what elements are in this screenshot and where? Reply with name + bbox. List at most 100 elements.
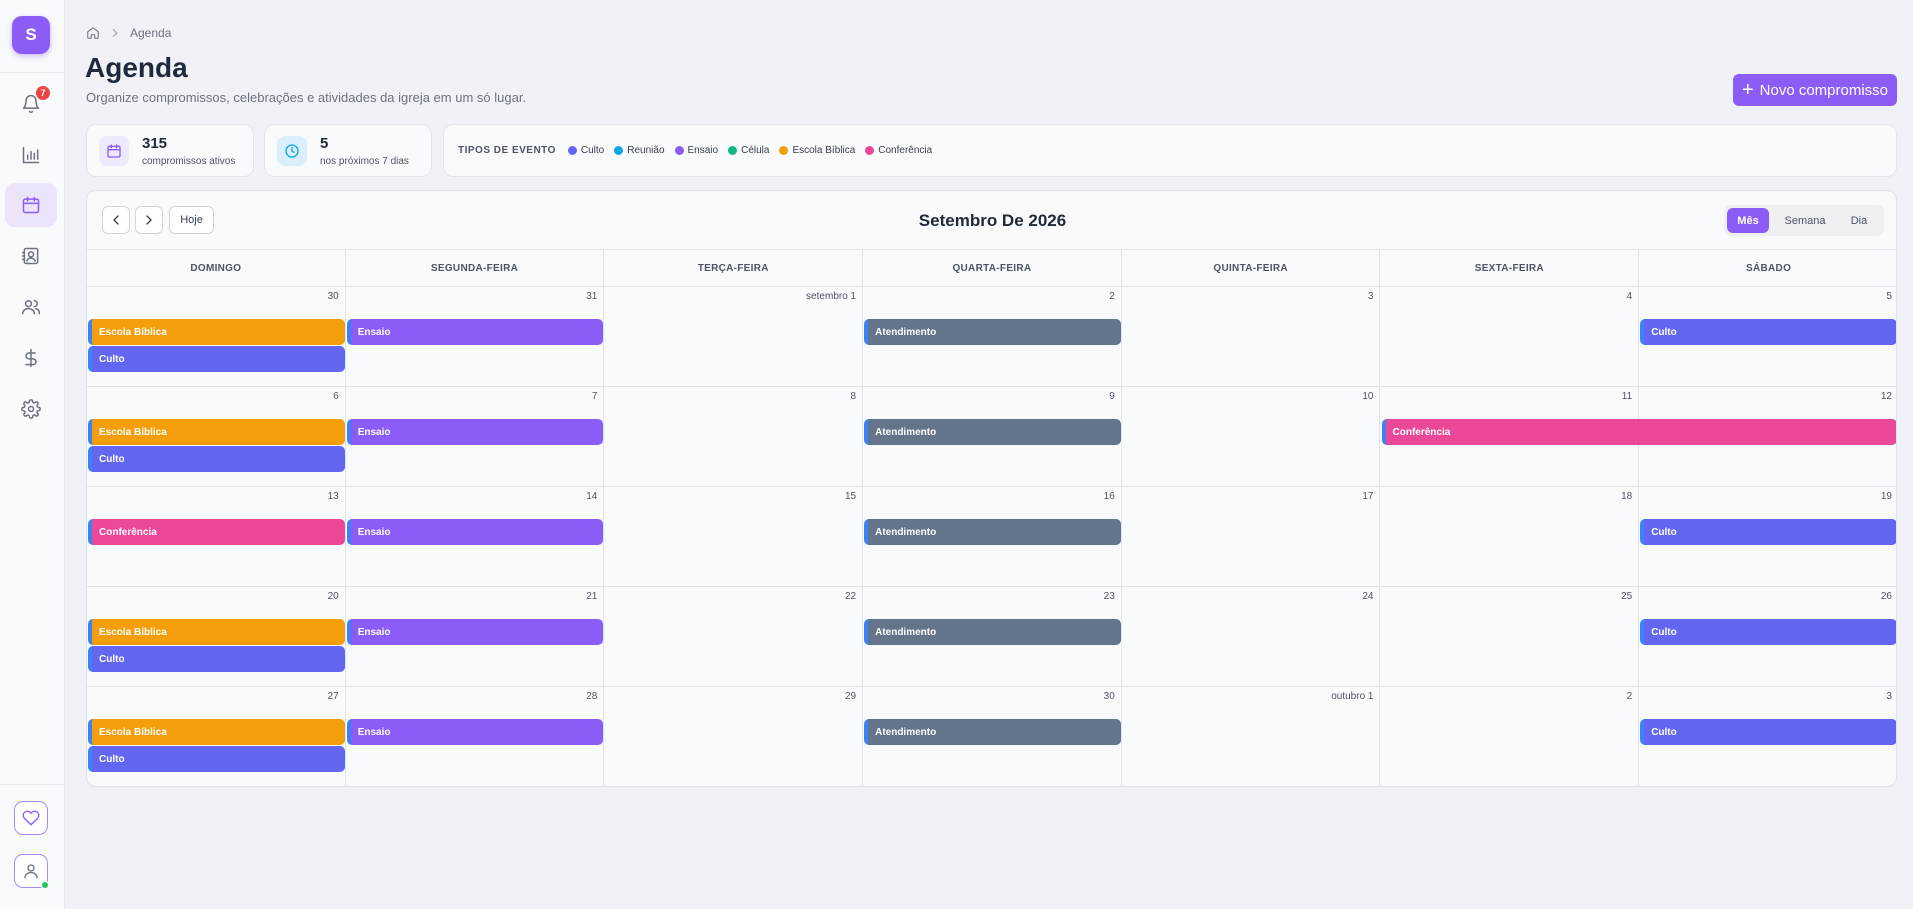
day-cell[interactable]: setembro 1 — [604, 287, 864, 387]
users-icon — [21, 300, 41, 315]
event-chip[interactable]: Escola Bíblica — [88, 719, 345, 745]
event-chip[interactable]: Culto — [88, 746, 345, 772]
day-cell[interactable]: 15 — [604, 487, 864, 587]
event-chip[interactable]: Culto — [1640, 319, 1896, 345]
view-month-button[interactable]: Mês — [1727, 208, 1769, 233]
event-chip[interactable]: Escola Bíblica — [88, 619, 345, 645]
day-cell[interactable]: outubro 1 — [1122, 687, 1381, 786]
day-cell[interactable]: 4 — [1380, 287, 1640, 387]
event-chip[interactable]: Escola Bíblica — [88, 319, 345, 345]
profile-button[interactable] — [14, 854, 49, 889]
event-chip[interactable]: Atendimento — [864, 419, 1121, 445]
day-cell[interactable]: 17 — [1121, 487, 1381, 587]
day-cell[interactable]: 30 — [87, 287, 346, 387]
day-cell[interactable]: 30 — [863, 687, 1122, 786]
day-number: 30 — [1103, 691, 1115, 702]
day-number: outubro 1 — [1331, 691, 1374, 702]
sidebar-item-contacts[interactable] — [5, 234, 57, 278]
day-cell[interactable]: 2 — [863, 287, 1122, 387]
day-cell[interactable]: 25 — [1380, 587, 1640, 687]
view-day-button[interactable]: Dia — [1850, 214, 1868, 227]
calendar-icon — [22, 196, 40, 214]
legend-color-dot — [779, 146, 789, 155]
day-cell[interactable]: 19 — [1639, 487, 1896, 587]
page-subtitle: Organize compromissos, celebrações e ati… — [86, 90, 527, 105]
event-chip[interactable]: Culto — [88, 646, 345, 672]
day-cell[interactable]: 2 — [1381, 687, 1640, 786]
home-icon[interactable] — [86, 26, 100, 40]
weekday-label: DOMINGO — [87, 250, 346, 287]
event-chip[interactable]: Atendimento — [864, 619, 1121, 645]
day-cell[interactable]: 8 — [604, 387, 864, 487]
day-cell[interactable]: 18 — [1380, 487, 1640, 587]
day-cell[interactable]: 12 — [1639, 387, 1896, 487]
day-cell[interactable]: 6 — [87, 387, 346, 487]
day-number: 24 — [1362, 591, 1374, 602]
previous-month-button[interactable] — [102, 206, 130, 234]
event-chip[interactable]: Ensaio — [346, 319, 604, 345]
day-cell[interactable]: 20 — [87, 587, 346, 687]
day-cell[interactable]: 3 — [1121, 287, 1381, 387]
day-number: 20 — [327, 591, 339, 602]
sidebar-item-members[interactable] — [5, 285, 57, 329]
event-chip[interactable]: Atendimento — [864, 319, 1121, 345]
event-chip[interactable]: Ensaio — [346, 519, 604, 545]
today-button[interactable]: Hoje — [169, 206, 214, 234]
next-month-button[interactable] — [135, 206, 163, 234]
event-chip[interactable]: Culto — [1640, 719, 1896, 745]
calendar-title: Setembro De 2026 — [918, 211, 1067, 230]
event-chip[interactable]: Conferência — [88, 519, 345, 545]
day-cell[interactable]: 28 — [346, 687, 605, 786]
day-cell[interactable]: 10 — [1121, 387, 1381, 487]
day-number: 7 — [591, 391, 598, 402]
event-chip[interactable]: Ensaio — [346, 619, 604, 645]
day-cell[interactable]: 29 — [604, 687, 864, 786]
event-chip[interactable]: Conferência — [1381, 419, 1896, 445]
day-cell[interactable]: 22 — [604, 587, 864, 687]
day-cell[interactable]: 21 — [345, 587, 605, 687]
sidebar-item-agenda[interactable] — [5, 183, 57, 227]
event-chip[interactable]: Culto — [1640, 519, 1896, 545]
event-chip[interactable]: Ensaio — [346, 719, 604, 745]
day-cell[interactable]: 31 — [345, 287, 605, 387]
day-cell[interactable]: 5 — [1639, 287, 1896, 387]
day-cell[interactable]: 24 — [1121, 587, 1381, 687]
event-chip[interactable]: Culto — [88, 446, 345, 472]
event-chip[interactable]: Atendimento — [864, 719, 1121, 745]
stat-label: nos próximos 7 dias — [320, 156, 409, 167]
day-cell[interactable]: 3 — [1639, 687, 1896, 786]
day-cell[interactable]: 26 — [1639, 587, 1896, 687]
day-cell[interactable]: 13 — [87, 487, 346, 587]
event-chip[interactable]: Atendimento — [864, 519, 1121, 545]
new-appointment-label: Novo compromisso — [1759, 81, 1889, 99]
stat-card-upcoming: 5 nos próximos 7 dias — [264, 124, 432, 177]
event-chip[interactable]: Escola Bíblica — [88, 419, 345, 445]
new-appointment-button[interactable]: + Novo compromisso — [1733, 74, 1897, 106]
day-cell[interactable]: 23 — [863, 587, 1122, 687]
legend-label: Escola Bíblica — [792, 145, 856, 156]
event-chip[interactable]: Culto — [1640, 619, 1896, 645]
day-cell[interactable]: 27 — [87, 687, 346, 786]
legend-color-dot — [674, 146, 684, 155]
weekday-header: DOMINGO SEGUNDA-FEIRA TERÇA-FEIRA QUARTA-FE… — [87, 249, 1896, 287]
favorites-button[interactable] — [14, 801, 48, 835]
sidebar-item-settings[interactable] — [5, 387, 57, 431]
day-cell[interactable]: 7 — [345, 387, 605, 487]
event-chip[interactable]: Ensaio — [346, 419, 604, 445]
stat-icon-box — [99, 136, 129, 166]
sidebar-item-notifications[interactable]: 7 — [5, 82, 57, 126]
app-logo[interactable]: S — [12, 16, 50, 54]
day-number: 26 — [1880, 591, 1892, 602]
day-cell[interactable]: 14 — [345, 487, 605, 587]
day-number: 18 — [1621, 491, 1633, 502]
view-week-button[interactable]: Semana — [1784, 214, 1826, 227]
sidebar-item-finance[interactable] — [5, 336, 57, 380]
sidebar-item-reports[interactable] — [5, 133, 57, 177]
day-number: 6 — [333, 391, 339, 402]
calendar-icon — [107, 144, 121, 158]
online-status-dot — [41, 881, 49, 889]
event-chip[interactable]: Culto — [88, 346, 345, 372]
stat-card-active: 315 compromissos ativos — [86, 124, 254, 177]
day-cell[interactable]: 9 — [863, 387, 1122, 487]
day-cell[interactable]: 16 — [863, 487, 1122, 587]
